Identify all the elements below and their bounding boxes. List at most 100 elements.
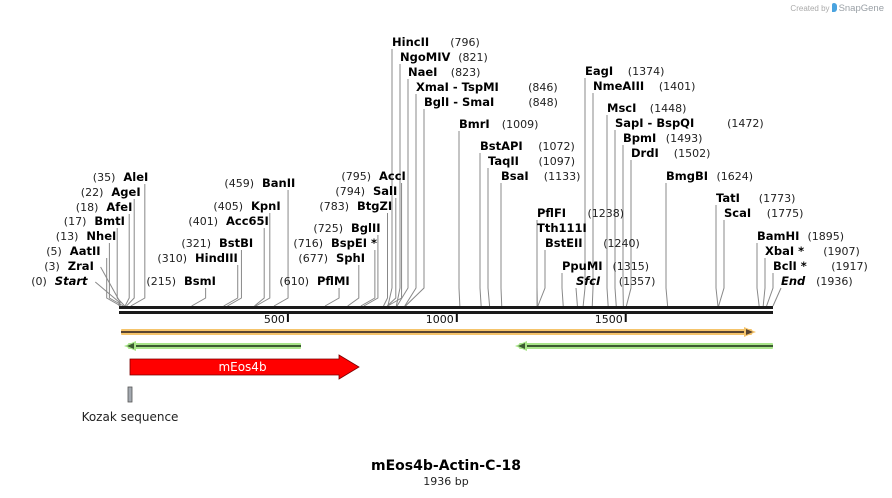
dna-backbone[interactable] bbox=[119, 306, 773, 314]
site-position: (1357) bbox=[619, 275, 656, 288]
restriction-site-hindiii[interactable]: (310) HindIII bbox=[157, 251, 237, 265]
restriction-site-drdi[interactable]: DrdI (1502) bbox=[631, 146, 710, 160]
restriction-site-hincii[interactable]: HincII (796) bbox=[392, 35, 480, 49]
watermark-prefix: Created by bbox=[790, 4, 830, 13]
green-arrow-1[interactable] bbox=[124, 341, 301, 351]
restriction-site-bmti[interactable]: (17) BmtI bbox=[64, 214, 125, 228]
restriction-site-msci[interactable]: MscI (1448) bbox=[607, 101, 686, 115]
site-position: (405) bbox=[213, 200, 243, 213]
site-position: (1624) bbox=[717, 170, 754, 183]
restriction-site-banii[interactable]: (459) BanII bbox=[224, 176, 295, 190]
restriction-site-sphi[interactable]: (677) SphI bbox=[298, 251, 365, 265]
site-name: BmrI bbox=[459, 117, 490, 131]
site-name: SphI bbox=[336, 251, 365, 265]
site-position: (321) bbox=[181, 237, 211, 250]
restriction-site-pflfi[interactable]: PflFI (1238) bbox=[537, 206, 624, 220]
green-arrow-2[interactable] bbox=[515, 341, 773, 351]
site-position: (821) bbox=[458, 51, 488, 64]
restriction-site-agei[interactable]: (22) AgeI bbox=[81, 185, 141, 199]
restriction-site-bamhi[interactable]: BamHI (1895) bbox=[757, 229, 844, 243]
leader-line bbox=[614, 130, 617, 307]
site-name: AatII bbox=[70, 244, 101, 258]
site-name: BamHI bbox=[757, 229, 799, 243]
site-name: ScaI bbox=[724, 206, 751, 220]
restriction-site-naei[interactable]: NaeI (823) bbox=[408, 65, 480, 79]
site-position: (459) bbox=[224, 177, 254, 190]
restriction-site-kpni[interactable]: (405) KpnI bbox=[213, 199, 280, 213]
leader-line bbox=[766, 273, 774, 307]
restriction-site-nhei[interactable]: (13) NheI bbox=[56, 229, 116, 243]
feature-meos4b[interactable]: mEos4b bbox=[129, 354, 360, 380]
leader-line bbox=[386, 198, 397, 307]
restriction-site-bsai[interactable]: BsaI (1133) bbox=[501, 169, 580, 183]
site-position: (1097) bbox=[539, 155, 576, 168]
restriction-site-bpmi[interactable]: BpmI (1493) bbox=[623, 131, 702, 145]
orange-arrow[interactable] bbox=[121, 327, 756, 337]
site-leader-lines bbox=[94, 49, 782, 307]
site-name: DrdI bbox=[631, 146, 659, 160]
restriction-site-xmai-tspmi[interactable]: XmaI - TspMI (846) bbox=[416, 80, 558, 94]
restriction-site-sali[interactable]: (794) SalI bbox=[335, 184, 397, 198]
restriction-site-eagi[interactable]: EagI (1374) bbox=[585, 64, 664, 78]
restriction-site-nmeaiii[interactable]: NmeAIII (1401) bbox=[593, 79, 695, 93]
restriction-site-ngomiv[interactable]: NgoMIV (821) bbox=[400, 50, 488, 64]
tick-mark bbox=[624, 314, 627, 322]
site-name: BspEI * bbox=[331, 236, 377, 250]
leader-line bbox=[582, 78, 586, 307]
restriction-site-zrai[interactable]: (3) ZraI bbox=[44, 259, 94, 273]
site-position: (0) bbox=[31, 275, 47, 288]
restriction-site-bcli[interactable]: BclI * (1917) bbox=[773, 259, 868, 273]
restriction-site-bmri[interactable]: BmrI (1009) bbox=[459, 117, 538, 131]
leader-line bbox=[479, 153, 482, 307]
site-position: (22) bbox=[81, 186, 104, 199]
site-name: AleI bbox=[123, 170, 148, 184]
restriction-site-bglii[interactable]: (725) BglII bbox=[313, 221, 380, 235]
restriction-site-pflmi[interactable]: (610) PflMI bbox=[279, 274, 349, 288]
backbone-bottom-strand[interactable] bbox=[119, 311, 773, 314]
restriction-site-start[interactable]: (0) Start bbox=[31, 274, 88, 288]
restriction-site-bspei[interactable]: (716) BspEI * bbox=[293, 236, 377, 250]
backbone-top-strand[interactable] bbox=[119, 306, 773, 309]
leader-line bbox=[116, 228, 126, 307]
restriction-site-sfci[interactable]: SfcI (1357) bbox=[576, 274, 655, 288]
restriction-site-sapi-bspqi[interactable]: SapI - BspQI (1472) bbox=[615, 116, 764, 130]
restriction-site-aatii[interactable]: (5) AatII bbox=[46, 244, 100, 258]
restriction-site-bsteii[interactable]: BstEII (1240) bbox=[545, 236, 640, 250]
restriction-site-acci[interactable]: (795) AccI bbox=[341, 169, 405, 183]
restriction-site-afei[interactable]: (18) AfeI bbox=[76, 200, 133, 214]
restriction-site-tth111i[interactable]: Tth111I bbox=[537, 221, 587, 235]
leader-line bbox=[575, 287, 578, 307]
site-position: (17) bbox=[64, 215, 87, 228]
leader-line bbox=[561, 273, 564, 307]
site-position: (677) bbox=[298, 252, 328, 265]
leader-line bbox=[273, 190, 289, 307]
restriction-site-btgzi[interactable]: (783) BtgZI bbox=[319, 199, 392, 213]
restriction-site-bsmi[interactable]: (215) BsmI bbox=[146, 274, 215, 288]
site-position: (35) bbox=[93, 171, 116, 184]
restriction-site-end[interactable]: End (1936) bbox=[781, 274, 853, 288]
restriction-site-bmgbi[interactable]: BmgBI (1624) bbox=[666, 169, 753, 183]
site-position: (848) bbox=[528, 96, 558, 109]
restriction-site-scai[interactable]: ScaI (1775) bbox=[724, 206, 803, 220]
restriction-site-acc65i[interactable]: (401) Acc65I bbox=[188, 214, 268, 228]
site-name: NmeAIII bbox=[593, 79, 644, 93]
restriction-site-alei[interactable]: (35) AleI bbox=[93, 170, 149, 184]
tick-mark bbox=[286, 314, 289, 322]
leader-line bbox=[591, 93, 594, 307]
feature-kozak-sequence[interactable]: Kozak sequence bbox=[82, 386, 179, 424]
restriction-site-bstapi[interactable]: BstAPI (1072) bbox=[480, 139, 575, 153]
site-position: (1493) bbox=[666, 132, 703, 145]
leader-line bbox=[227, 250, 242, 307]
restriction-site-tati[interactable]: TatI (1773) bbox=[716, 191, 795, 205]
leader-line bbox=[255, 213, 271, 307]
restriction-site-taqii[interactable]: TaqII (1097) bbox=[488, 154, 575, 168]
leader-line bbox=[395, 64, 401, 307]
restriction-site-ppumi[interactable]: PpuMI (1315) bbox=[562, 259, 649, 273]
site-position: (783) bbox=[319, 200, 349, 213]
restriction-site-bgli-smai[interactable]: BglI - SmaI (848) bbox=[424, 95, 558, 109]
tick-mark bbox=[455, 314, 458, 322]
restriction-site-bstbi[interactable]: (321) BstBI bbox=[181, 236, 253, 250]
leader-line bbox=[715, 205, 719, 307]
site-position: (3) bbox=[44, 260, 60, 273]
restriction-site-xbai[interactable]: XbaI * (1907) bbox=[765, 244, 860, 258]
